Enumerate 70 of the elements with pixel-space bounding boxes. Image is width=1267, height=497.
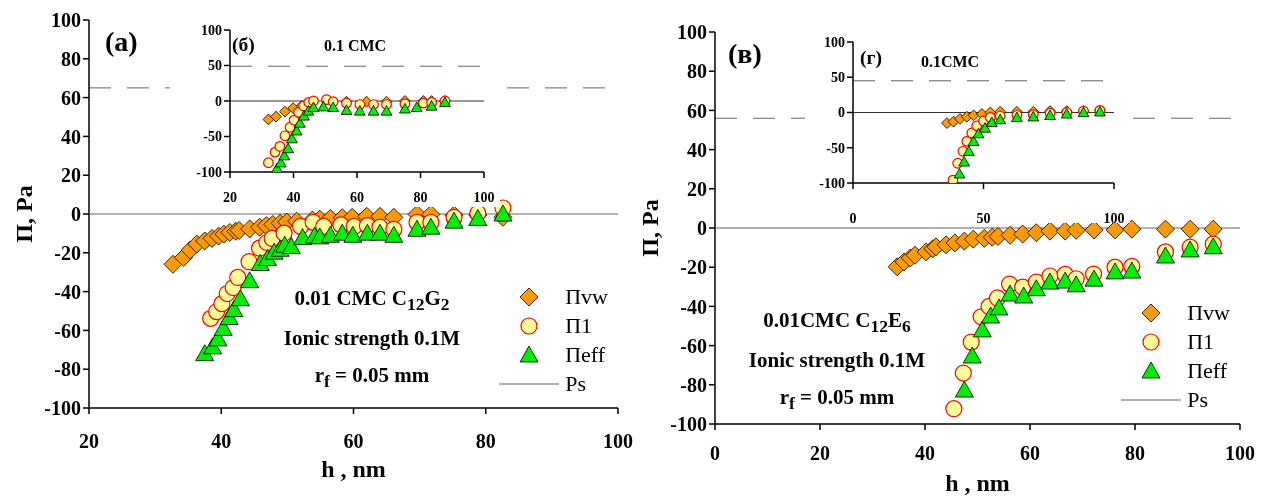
x-tick-label: 60 bbox=[350, 189, 364, 205]
y-tick-label: 20 bbox=[61, 164, 81, 187]
x-tick-label: 50 bbox=[976, 210, 991, 226]
y-tick-label: -100 bbox=[670, 413, 707, 436]
chart-title: (б) bbox=[232, 34, 255, 55]
y-tick-label: 100 bbox=[201, 22, 222, 38]
legend-label: Ps bbox=[1187, 386, 1209, 412]
legend-label: Π1 bbox=[565, 312, 593, 338]
y-tick-label: 50 bbox=[831, 70, 845, 86]
y-axis-title: Π, Pa bbox=[636, 199, 663, 257]
y-tick-label: -80 bbox=[54, 358, 81, 381]
annotation: r$_{f}$ = 0.05 mm bbox=[778, 383, 896, 415]
chart-title: (в) bbox=[728, 38, 762, 69]
legend-label: Πvw bbox=[565, 283, 608, 309]
x-tick-label: 100 bbox=[1103, 210, 1125, 226]
x-tick-label: 40 bbox=[286, 189, 301, 205]
y-tick-label: 60 bbox=[61, 86, 81, 109]
y-tick-label: 100 bbox=[51, 9, 81, 32]
y-tick-label: 80 bbox=[687, 60, 707, 83]
x-axis-title: h , nm bbox=[321, 456, 386, 482]
y-tick-label: 60 bbox=[687, 99, 707, 122]
legend-label: Πeff bbox=[565, 341, 606, 367]
y-tick-label: -100 bbox=[44, 397, 81, 420]
y-tick-label: 80 bbox=[61, 47, 81, 70]
y-tick-label: -100 bbox=[819, 175, 845, 191]
x-tick-label: 100 bbox=[603, 430, 633, 453]
y-tick-label: 50 bbox=[208, 58, 222, 74]
y-tick-label: 0 bbox=[215, 93, 222, 109]
y-tick-label: -20 bbox=[680, 256, 707, 279]
y-tick-label: -40 bbox=[54, 280, 81, 303]
y-tick-label: 100 bbox=[824, 34, 845, 50]
annotation: r$_{f}$ = 0.05 mm bbox=[313, 361, 431, 393]
chart-title: (a) bbox=[105, 26, 138, 57]
y-tick-label: -50 bbox=[826, 140, 845, 156]
y-tick-label: -80 bbox=[680, 373, 707, 396]
y-tick-label: 40 bbox=[61, 125, 81, 148]
x-tick-label: 20 bbox=[223, 189, 237, 205]
y-tick-label: -100 bbox=[196, 164, 222, 180]
x-tick-label: 100 bbox=[1225, 442, 1255, 465]
x-tick-label: 60 bbox=[1020, 442, 1040, 465]
y-tick-label: 0 bbox=[838, 105, 845, 121]
legend-label: Πvw bbox=[1187, 299, 1230, 325]
legend-label: Ps bbox=[565, 370, 587, 396]
x-tick-label: 100 bbox=[473, 189, 495, 205]
annotation: 0.01CMC C$_{12}$E$_{6}$ bbox=[762, 307, 912, 339]
y-tick-label: -60 bbox=[680, 334, 707, 357]
y-tick-label: -60 bbox=[54, 319, 81, 342]
y-tick-label: -20 bbox=[54, 241, 81, 264]
y-axis-title: Π, Pa bbox=[10, 185, 37, 243]
x-tick-label: 40 bbox=[915, 442, 935, 465]
legend-label: Π1 bbox=[1187, 328, 1215, 354]
y-tick-label: 100 bbox=[677, 21, 707, 44]
y-tick-label: -40 bbox=[680, 295, 707, 318]
x-axis-title: h , nm bbox=[945, 470, 1010, 496]
x-tick-label: 20 bbox=[810, 442, 830, 465]
x-tick-label: 80 bbox=[413, 189, 428, 205]
annotation: 0.1CMC bbox=[920, 52, 980, 72]
annotation: 0.1 CMC bbox=[323, 36, 387, 56]
annotation: 0.01 CMC C$_{12}$G$_{2}$ bbox=[293, 285, 451, 317]
annotation: Ionic strength 0.1M bbox=[283, 324, 461, 352]
legend-label: Πeff bbox=[1187, 357, 1228, 383]
annotation: Ionic strength 0.1M bbox=[748, 346, 926, 374]
y-tick-label: 40 bbox=[687, 138, 707, 161]
x-tick-label: 80 bbox=[475, 430, 496, 453]
x-tick-label: 20 bbox=[79, 430, 99, 453]
x-tick-label: 60 bbox=[343, 430, 364, 453]
x-tick-label: 0 bbox=[849, 210, 857, 226]
y-tick-label: -50 bbox=[203, 129, 222, 145]
chart-title: (г) bbox=[860, 47, 882, 68]
x-tick-label: 80 bbox=[1125, 442, 1145, 465]
